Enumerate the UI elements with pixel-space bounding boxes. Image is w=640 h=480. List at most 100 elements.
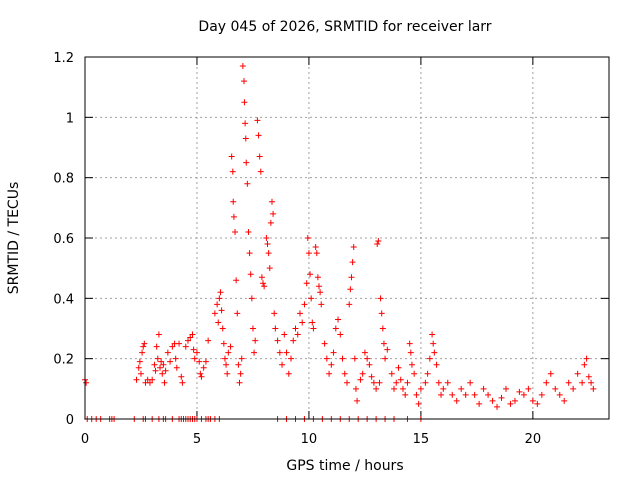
data-point bbox=[239, 63, 246, 70]
data-point bbox=[411, 370, 418, 377]
data-point bbox=[236, 379, 243, 386]
data-point bbox=[258, 274, 265, 281]
data-point bbox=[264, 241, 271, 248]
data-point bbox=[354, 397, 361, 404]
data-point bbox=[217, 289, 224, 296]
data-point bbox=[341, 370, 348, 377]
data-point bbox=[198, 373, 205, 380]
plot-frame bbox=[84, 56, 610, 420]
data-point bbox=[453, 397, 460, 404]
data-point bbox=[382, 355, 389, 362]
data-point bbox=[193, 349, 200, 356]
data-point bbox=[242, 135, 249, 142]
data-point bbox=[268, 198, 275, 205]
data-point bbox=[233, 277, 240, 284]
data-point bbox=[279, 361, 286, 368]
data-point bbox=[242, 120, 249, 127]
data-point bbox=[426, 355, 433, 362]
data-point bbox=[283, 349, 290, 356]
data-point bbox=[538, 391, 545, 398]
data-point bbox=[252, 337, 259, 344]
data-point bbox=[377, 295, 384, 302]
data-point bbox=[235, 361, 242, 368]
data-point bbox=[230, 213, 237, 220]
data-point bbox=[243, 159, 250, 166]
y-tick-label: 1.2 bbox=[53, 51, 74, 66]
data-point bbox=[288, 355, 295, 362]
data-point bbox=[402, 391, 409, 398]
data-point bbox=[219, 325, 226, 332]
data-point bbox=[570, 385, 577, 392]
data-point bbox=[348, 274, 355, 281]
data-point bbox=[189, 331, 196, 338]
data-point bbox=[191, 355, 198, 362]
data-point bbox=[161, 379, 168, 386]
data-point bbox=[133, 376, 140, 383]
data-point bbox=[304, 235, 311, 241]
data-point bbox=[529, 397, 536, 404]
data-point bbox=[205, 337, 212, 344]
data-point bbox=[260, 280, 267, 287]
data-point bbox=[135, 364, 142, 371]
data-point bbox=[393, 379, 400, 386]
data-point bbox=[197, 370, 204, 377]
data-point bbox=[162, 367, 169, 374]
data-point bbox=[317, 289, 324, 296]
data-point bbox=[265, 250, 272, 257]
y-tick-label: 0 bbox=[66, 413, 74, 428]
data-point bbox=[266, 265, 273, 272]
y-axis-label: SRMTID / TECUs bbox=[6, 182, 22, 295]
data-point bbox=[211, 310, 218, 317]
data-point bbox=[223, 361, 230, 368]
data-point bbox=[323, 355, 330, 362]
data-point bbox=[270, 210, 277, 217]
data-point bbox=[159, 370, 166, 377]
data-point bbox=[489, 397, 496, 404]
data-point bbox=[216, 295, 223, 302]
data-point bbox=[585, 373, 592, 380]
data-point bbox=[335, 316, 342, 323]
data-point bbox=[347, 286, 354, 293]
data-point bbox=[480, 385, 487, 392]
data-point bbox=[422, 379, 429, 386]
x-tick-label: 15 bbox=[413, 432, 430, 447]
data-point bbox=[346, 301, 353, 308]
data-point bbox=[376, 379, 383, 386]
data-point bbox=[357, 376, 364, 383]
data-point bbox=[225, 349, 232, 356]
data-point bbox=[314, 274, 321, 281]
data-point bbox=[444, 379, 451, 386]
data-point bbox=[305, 250, 312, 257]
data-point bbox=[318, 301, 325, 308]
data-point bbox=[399, 385, 406, 392]
data-point bbox=[433, 361, 440, 368]
data-point bbox=[373, 385, 380, 392]
data-point bbox=[140, 343, 147, 350]
data-point bbox=[344, 379, 350, 386]
data-point bbox=[234, 310, 241, 317]
data-point bbox=[370, 379, 377, 386]
data-point bbox=[429, 331, 436, 338]
data-point bbox=[413, 391, 420, 398]
data-point bbox=[152, 367, 159, 374]
data-point bbox=[407, 349, 414, 356]
data-point bbox=[337, 331, 344, 338]
data-point bbox=[176, 340, 183, 347]
data-point bbox=[534, 400, 541, 407]
data-point bbox=[303, 280, 310, 287]
data-point bbox=[462, 391, 469, 398]
data-point bbox=[256, 153, 263, 160]
data-point bbox=[276, 349, 283, 356]
y-tick-label: 1 bbox=[66, 111, 74, 126]
data-point bbox=[543, 379, 550, 386]
x-axis-label: GPS time / hours bbox=[286, 458, 403, 474]
data-point bbox=[467, 379, 474, 386]
data-point bbox=[172, 355, 179, 362]
data-point bbox=[190, 346, 197, 353]
data-point bbox=[271, 310, 278, 317]
data-point bbox=[240, 78, 247, 85]
y-tick-label: 0.4 bbox=[53, 292, 74, 307]
grid-lines bbox=[85, 57, 609, 419]
data-point bbox=[525, 385, 532, 392]
